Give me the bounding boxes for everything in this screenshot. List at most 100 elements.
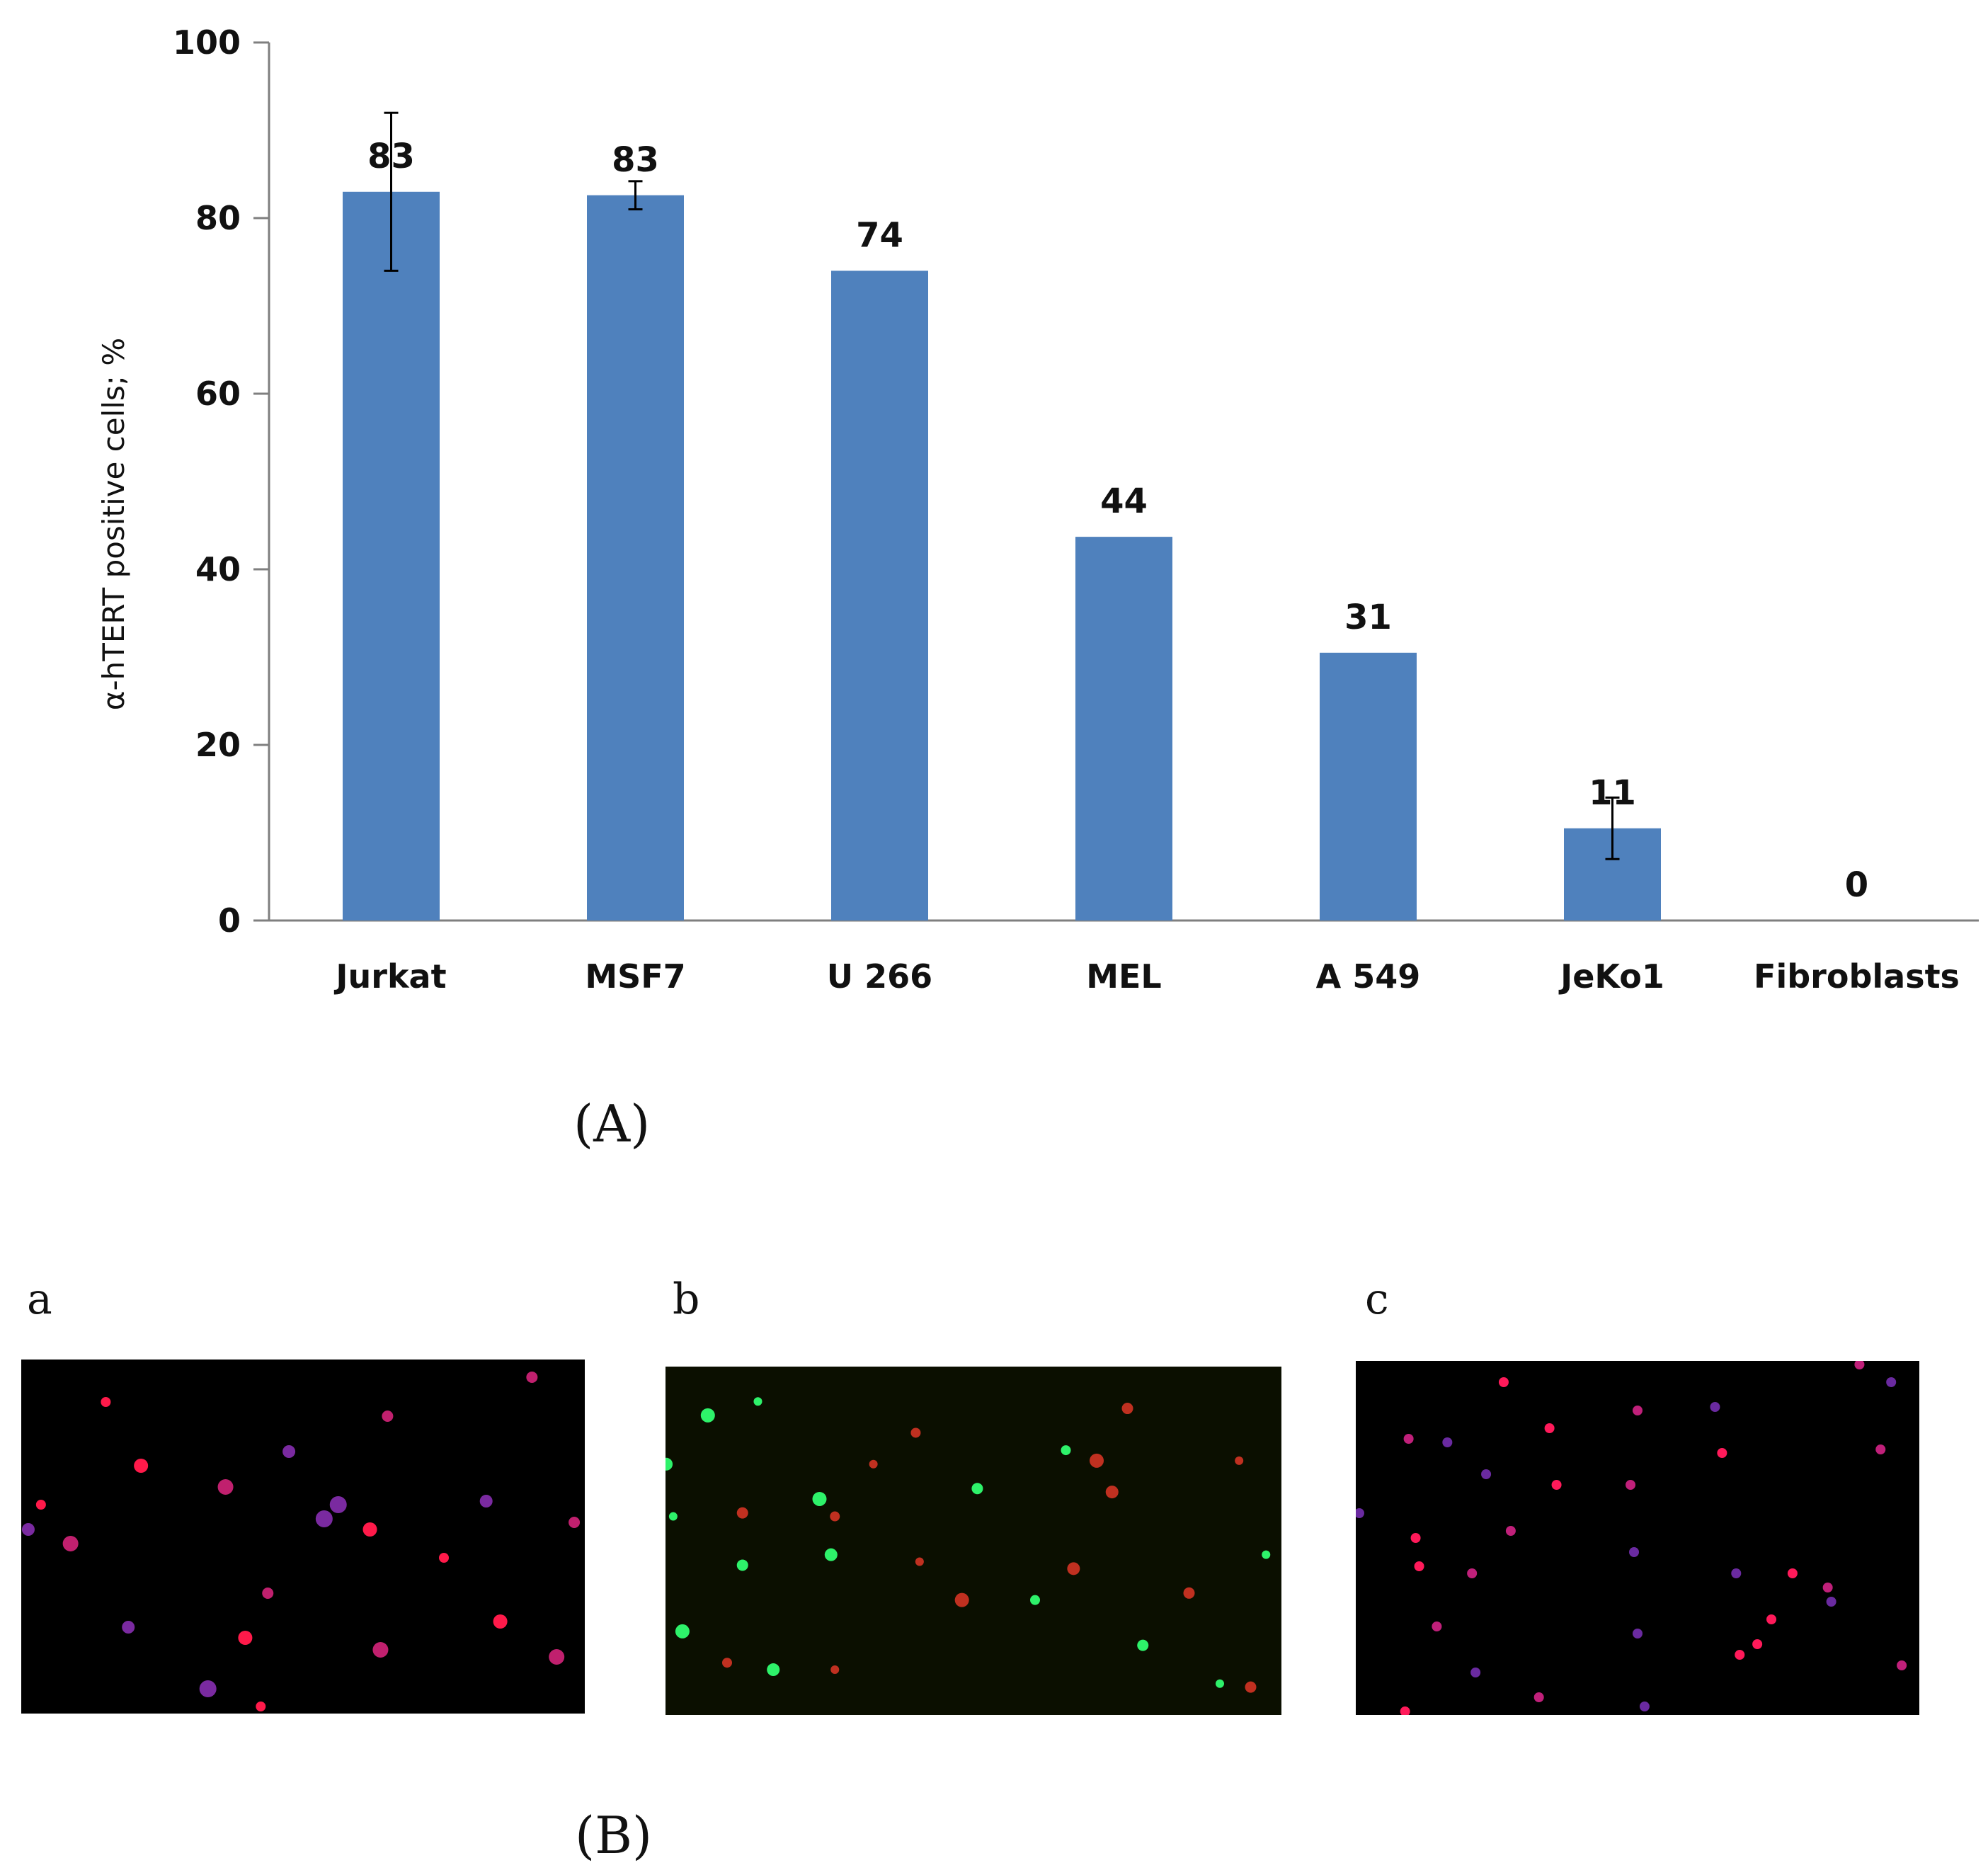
bar — [831, 270, 928, 921]
cell-dot — [493, 1614, 508, 1629]
cell-dot — [1410, 1533, 1421, 1543]
micrograph-label-b: b — [673, 1275, 700, 1324]
cell-dot — [753, 1397, 762, 1406]
cell-dot — [971, 1483, 983, 1495]
cell-dot — [736, 1559, 748, 1571]
cell-dot — [21, 1523, 35, 1536]
cell-dot — [1505, 1526, 1516, 1536]
cell-dot — [1470, 1668, 1481, 1677]
cell-dot — [722, 1658, 732, 1668]
cell-dot — [1067, 1562, 1080, 1575]
data-label: 31 — [1344, 598, 1392, 637]
cell-dot — [526, 1372, 538, 1383]
data-label: 0 — [1845, 865, 1868, 905]
cell-dot — [1183, 1587, 1195, 1599]
cell-dot — [199, 1680, 217, 1697]
cell-dot — [549, 1649, 565, 1665]
cell-dot — [1442, 1437, 1453, 1447]
cell-dot — [382, 1410, 394, 1422]
cell-dot — [1766, 1614, 1777, 1624]
y-tick-label: 80 — [195, 199, 241, 237]
cell-dot — [915, 1557, 924, 1566]
cell-dot — [569, 1517, 581, 1528]
micrograph-a — [21, 1360, 585, 1714]
data-label: 11 — [1589, 773, 1636, 813]
x-tick-label: MSF7 — [585, 957, 685, 996]
x-tick-label: A 549 — [1316, 957, 1421, 996]
cell-dot — [1710, 1402, 1720, 1412]
cell-dot — [700, 1408, 715, 1423]
cell-dot — [1629, 1547, 1640, 1557]
cell-dot — [101, 1397, 111, 1407]
data-label: 83 — [367, 137, 415, 176]
micrograph-background — [21, 1360, 585, 1714]
y-tick-label: 100 — [173, 23, 241, 62]
cell-dot — [1467, 1568, 1478, 1578]
x-tick-label: U 266 — [827, 957, 932, 996]
cell-dot — [1626, 1480, 1636, 1490]
cell-dot — [1498, 1377, 1509, 1387]
panel-label-b-upper: (B) — [575, 1806, 653, 1865]
chart-error-bars — [384, 111, 1620, 860]
bar — [343, 191, 440, 921]
cell-dot — [1245, 1681, 1257, 1693]
cell-dot — [954, 1592, 969, 1607]
cell-dot — [1414, 1561, 1424, 1571]
bar-chart: 0 20 40 60 80 100 Jurkat 83 MSF7 83 U 266 74 MEL 44 A… — [96, 23, 1979, 996]
cell-dot — [1262, 1550, 1271, 1559]
cell-dot — [479, 1495, 493, 1508]
y-tick-label: 0 — [218, 901, 241, 940]
cell-dot — [35, 1500, 46, 1510]
micrograph-c — [1356, 1361, 1919, 1715]
cell-dot — [1061, 1445, 1071, 1456]
data-label: 44 — [1100, 481, 1148, 521]
micrograph-b — [665, 1367, 1281, 1715]
cell-dot — [1551, 1480, 1562, 1490]
data-label: 83 — [612, 140, 659, 180]
micrograph-label-c: c — [1365, 1275, 1389, 1324]
cell-dot — [1639, 1702, 1650, 1711]
cell-dot — [1400, 1706, 1410, 1715]
cell-dot — [1875, 1444, 1886, 1454]
cell-dot — [217, 1479, 234, 1495]
cell-dot — [439, 1553, 449, 1563]
bar — [1320, 652, 1417, 921]
bar — [1075, 537, 1172, 921]
cell-dot — [329, 1496, 347, 1513]
y-axis-label: α-hTERT positive cells; % — [96, 338, 131, 710]
cell-dot — [1137, 1639, 1149, 1651]
cell-dot — [1481, 1469, 1492, 1479]
cell-dot — [675, 1624, 690, 1639]
cell-dot — [1235, 1456, 1244, 1465]
cell-dot — [315, 1510, 333, 1527]
cell-dot — [1090, 1453, 1104, 1468]
x-tick-label: Fibroblasts — [1754, 957, 1960, 996]
cell-dot — [1121, 1403, 1133, 1415]
cell-dot — [122, 1621, 135, 1634]
y-tick-label: 60 — [195, 375, 241, 413]
chart-labels: Jurkat 83 MSF7 83 U 266 74 MEL 44 A 549 31 JeKo1 11… — [333, 137, 1960, 996]
cell-dot — [1633, 1406, 1643, 1415]
cell-dot — [62, 1536, 79, 1551]
data-label: 74 — [856, 215, 903, 255]
cell-dot — [1030, 1595, 1040, 1605]
y-tick-label: 20 — [195, 726, 241, 764]
cell-dot — [1105, 1486, 1119, 1499]
cell-dot — [1717, 1448, 1727, 1458]
cell-dot — [1731, 1568, 1742, 1578]
cell-dot — [1533, 1692, 1544, 1702]
x-tick-label: JeKo1 — [1558, 957, 1664, 996]
panel-label-a-upper: (A) — [573, 1094, 651, 1153]
micrograph-background — [1356, 1361, 1919, 1715]
cell-dot — [362, 1522, 377, 1537]
cell-dot — [668, 1512, 678, 1521]
micrograph-background — [665, 1367, 1281, 1715]
cell-dot — [1216, 1679, 1224, 1688]
cell-dot — [372, 1642, 389, 1658]
cell-dot — [1897, 1660, 1907, 1670]
cell-dot — [1432, 1622, 1442, 1631]
cell-dot — [1854, 1361, 1865, 1369]
cell-dot — [812, 1491, 827, 1506]
cell-dot — [1403, 1434, 1414, 1444]
cell-dot — [1787, 1568, 1798, 1578]
